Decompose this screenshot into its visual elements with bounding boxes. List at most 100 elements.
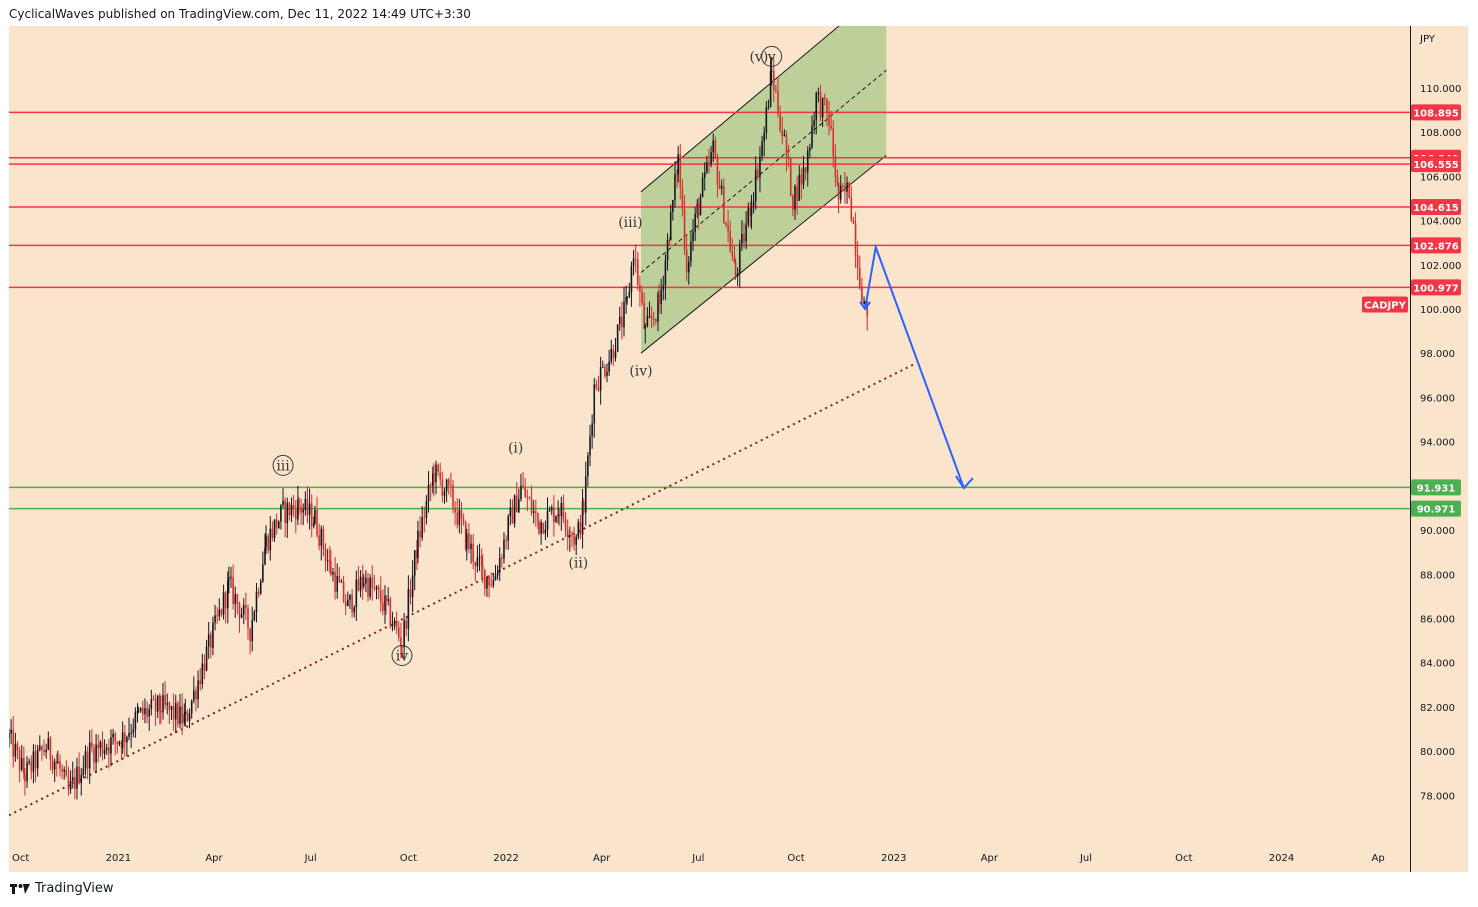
y-tick-100.000: 100.000	[1420, 305, 1461, 316]
candle-body	[643, 302, 645, 329]
candle-body	[310, 503, 313, 527]
candle-body	[573, 535, 575, 545]
candle-body	[12, 729, 15, 757]
candle-body	[513, 495, 516, 524]
candle-body	[532, 511, 535, 514]
candle-body	[481, 565, 484, 570]
candle-body	[249, 628, 251, 642]
candle-body	[16, 744, 19, 751]
trendline[interactable]	[9, 363, 915, 817]
candle-body	[505, 539, 507, 541]
candle-body	[427, 484, 430, 502]
candle-body	[156, 695, 159, 712]
candle-body	[322, 528, 325, 550]
candle-body	[575, 537, 577, 545]
candle-body	[63, 769, 66, 772]
wave-label-(ii): (ii)	[568, 556, 588, 572]
candle-body	[183, 714, 186, 724]
candle-body	[417, 530, 419, 558]
x-tick-Oct: Oct	[12, 853, 29, 864]
candle-body	[858, 267, 861, 288]
candle-body	[476, 557, 479, 567]
price-tag-90.971	[1411, 500, 1461, 517]
tradingview-logo-icon	[10, 883, 30, 894]
channel-fill[interactable]	[640, 26, 887, 354]
candle-body	[359, 577, 362, 591]
long-term-trendline[interactable]	[9, 363, 915, 817]
candle-body	[488, 577, 490, 586]
candle-body	[618, 316, 621, 325]
candle-body	[267, 535, 269, 551]
candle-body	[830, 125, 832, 129]
candle-body	[861, 287, 863, 304]
candle-body	[811, 125, 813, 148]
candle-body	[234, 594, 237, 604]
candle-body	[302, 509, 305, 513]
price-tag-label-91.931: 91.931	[1417, 483, 1456, 494]
candle-body	[120, 742, 123, 749]
candle-body	[385, 595, 387, 602]
candle-body	[507, 516, 510, 541]
x-tick-Oct: Oct	[787, 853, 804, 864]
candle-body	[710, 152, 712, 165]
wave-circle-v	[761, 45, 783, 67]
price-axis[interactable]: 78.000 80.000 82.000 84.000 86.000 88.000 90.0…	[1410, 26, 1468, 872]
x-tick-Jul: Jul	[304, 853, 317, 864]
candle-body	[255, 591, 258, 613]
projection-start-mark[interactable]	[859, 301, 871, 311]
candle-body	[344, 601, 347, 607]
candle-body	[334, 571, 336, 592]
candles	[9, 56, 869, 800]
candle-body	[544, 529, 547, 534]
candle-body	[320, 528, 323, 546]
candle-body	[468, 533, 470, 550]
y-tick-102.000: 102.000	[1420, 261, 1461, 272]
wave-label-iii: iii	[276, 458, 290, 474]
price-tag-102.876	[1411, 237, 1461, 254]
candle-body	[400, 637, 402, 647]
candle-body	[767, 106, 770, 108]
candle-body	[401, 646, 403, 648]
candle-body	[342, 581, 345, 602]
projection-path[interactable]	[864, 243, 965, 489]
x-tick-Oct: Oct	[1175, 853, 1192, 864]
candle-body	[271, 528, 274, 538]
candle-body	[205, 646, 208, 671]
candle-body	[146, 707, 148, 717]
candle-body	[520, 485, 522, 500]
channel-mid-line[interactable]	[640, 69, 887, 273]
candle-body	[752, 201, 755, 207]
projection-arrowhead[interactable]	[955, 475, 974, 490]
x-tick-Ap: Ap	[1372, 853, 1385, 864]
x-tick-Apr: Apr	[593, 853, 611, 864]
candle-body	[280, 505, 282, 522]
candle-body	[658, 294, 660, 304]
candle-body	[423, 517, 426, 519]
wave-label-v: v	[767, 49, 776, 65]
candle-body	[681, 187, 684, 210]
candle-body	[450, 484, 452, 486]
candle-body	[511, 507, 514, 524]
candle-body	[745, 224, 747, 242]
candle-body	[439, 472, 442, 480]
candle-body	[846, 182, 848, 192]
candle-body	[854, 223, 857, 255]
candle-body	[162, 695, 164, 713]
candle-body	[118, 742, 121, 745]
candle-body	[172, 706, 175, 720]
candle-body	[10, 729, 12, 734]
projection-arrow[interactable]	[859, 243, 974, 490]
candle-body	[142, 707, 144, 715]
candle-body	[798, 174, 801, 201]
candle-body	[456, 512, 459, 525]
candle-body	[220, 609, 223, 615]
candle-body	[669, 211, 672, 241]
candle-body	[398, 627, 400, 638]
candle-body	[275, 519, 278, 529]
candle-body	[587, 455, 589, 477]
candle-body	[425, 501, 428, 518]
candle-body	[318, 535, 320, 546]
chart-plot-area[interactable]: iii iv (i) (ii) (iii) (iv) (v) v Oct 2021 Apr Jul O…	[9, 26, 1410, 872]
candle-body	[703, 172, 706, 178]
